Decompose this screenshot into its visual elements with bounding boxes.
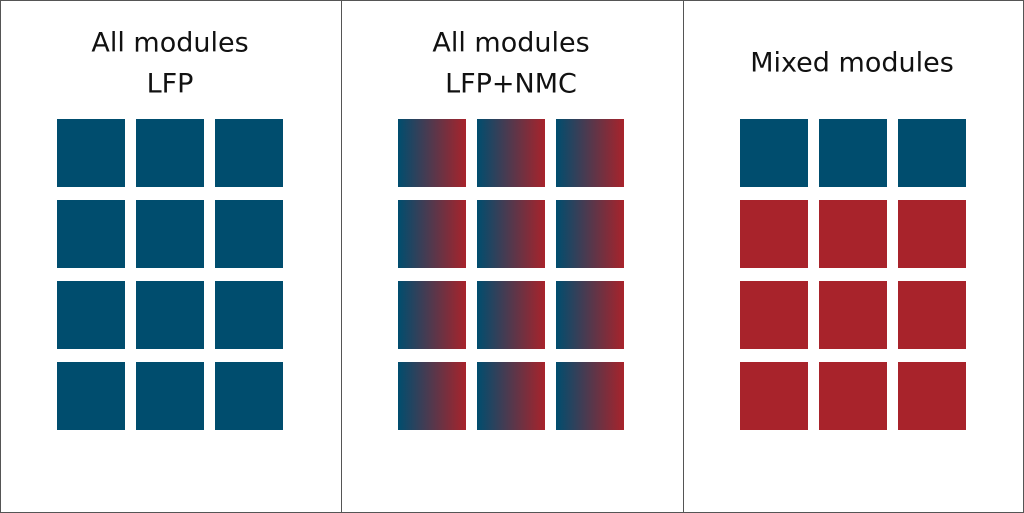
module	[898, 119, 966, 187]
module	[477, 362, 545, 430]
module	[136, 200, 204, 268]
module	[819, 362, 887, 430]
panel-title: LFP+NMC	[445, 69, 577, 100]
module	[740, 119, 808, 187]
module	[740, 200, 808, 268]
module	[57, 200, 125, 268]
module	[398, 362, 466, 430]
module	[556, 281, 624, 349]
module	[898, 362, 966, 430]
module	[398, 200, 466, 268]
module	[819, 200, 887, 268]
module	[57, 119, 125, 187]
module	[215, 200, 283, 268]
module	[477, 281, 545, 349]
module	[477, 200, 545, 268]
module	[398, 281, 466, 349]
module	[819, 281, 887, 349]
panel-title: All modules	[91, 28, 248, 59]
module	[740, 281, 808, 349]
module	[136, 281, 204, 349]
module	[740, 362, 808, 430]
module	[57, 281, 125, 349]
module	[556, 200, 624, 268]
module	[898, 200, 966, 268]
module	[57, 362, 125, 430]
panel-title: LFP	[147, 69, 194, 100]
panel-title: Mixed modules	[750, 48, 954, 79]
module	[556, 119, 624, 187]
module	[398, 119, 466, 187]
module	[819, 119, 887, 187]
module-grids	[57, 119, 966, 430]
module	[136, 362, 204, 430]
module	[215, 119, 283, 187]
module	[898, 281, 966, 349]
panel-title: All modules	[432, 28, 589, 59]
module	[477, 119, 545, 187]
module	[215, 362, 283, 430]
module	[136, 119, 204, 187]
module	[556, 362, 624, 430]
module	[215, 281, 283, 349]
